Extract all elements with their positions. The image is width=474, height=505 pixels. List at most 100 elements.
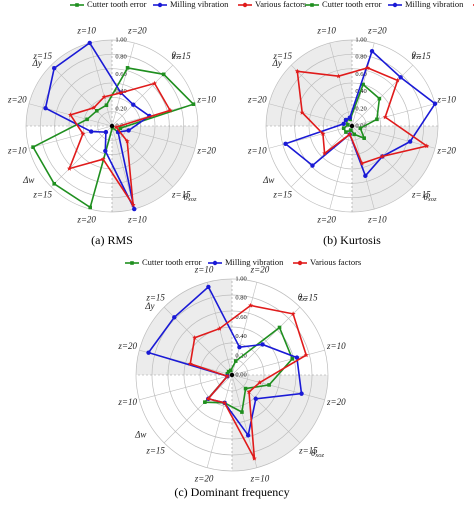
group-label: Δw — [22, 175, 34, 185]
radar-chart-3: 0.00 0.20 0.40 0.60 0.80 1.00 z=20 z=15 z=10 z=20… — [117, 257, 361, 499]
data-point — [294, 355, 300, 360]
data-point — [369, 49, 375, 54]
legend-label: Milling vibration — [170, 0, 229, 9]
axis-label: z=15 — [272, 189, 292, 199]
data-point — [347, 131, 353, 137]
grid-spoke — [139, 374, 233, 401]
data-point — [125, 66, 130, 70]
grid-circle — [135, 278, 329, 472]
grid-circle — [279, 53, 425, 199]
axis-label: z=10 — [316, 25, 336, 35]
axis-label: z=20 — [250, 265, 270, 275]
group-label: Δy — [144, 301, 154, 311]
data-point — [118, 90, 124, 95]
data-point — [407, 139, 413, 144]
data-point — [172, 315, 177, 320]
data-point — [124, 138, 130, 144]
data-point — [379, 153, 385, 159]
data-point — [341, 126, 346, 131]
data-point — [375, 117, 379, 122]
data-point — [80, 131, 86, 136]
data-point — [424, 143, 430, 149]
group-label: Δy — [31, 58, 41, 68]
data-point — [100, 156, 106, 162]
data-point — [365, 65, 371, 70]
grid-circle — [308, 82, 396, 170]
axis-label: z=10 — [194, 265, 214, 275]
group-label: θxz — [172, 50, 182, 61]
grid-spoke — [290, 125, 353, 188]
data-point — [257, 379, 263, 385]
data-point — [126, 128, 131, 133]
data-point — [43, 105, 48, 111]
data-point — [294, 68, 300, 74]
data-point — [243, 386, 248, 391]
data-point — [398, 75, 403, 80]
radial-tick-label: 0.20 — [115, 105, 126, 112]
data-point — [101, 94, 107, 99]
data-point — [152, 80, 157, 86]
grid-spoke — [351, 125, 436, 149]
center-point — [229, 372, 235, 378]
radial-tick-label: 1.00 — [355, 36, 366, 43]
data-point — [299, 391, 304, 396]
legend-label: Various factors — [255, 0, 306, 9]
group-label: θxoz — [311, 448, 325, 459]
data-point — [203, 400, 207, 404]
axis-label: z=15 — [298, 293, 318, 303]
axis-label: z=10 — [7, 145, 27, 155]
axis-label: z=15 — [32, 51, 52, 61]
grid-spoke — [231, 374, 325, 401]
grid-spoke — [329, 42, 353, 127]
group-label: θxoz — [183, 192, 197, 203]
data-point — [67, 166, 72, 171]
group-label: θxz — [412, 50, 422, 61]
data-point — [103, 148, 108, 154]
legend-marker — [242, 2, 248, 8]
axis-label: z=20 — [326, 397, 346, 407]
data-point — [290, 357, 295, 361]
axis-label: z=10 — [76, 25, 96, 35]
axis-label: z=10 — [196, 95, 216, 105]
data-point — [191, 102, 196, 106]
grid-spoke — [351, 103, 436, 127]
data-point — [233, 359, 238, 363]
grid-spoke — [268, 125, 353, 149]
axis-label: z=10 — [117, 397, 137, 407]
axis-label: z=15 — [32, 189, 52, 199]
grid-spoke — [329, 125, 353, 210]
data-point — [336, 73, 342, 79]
radial-tick-label: 0.00 — [355, 122, 366, 129]
radial-tick-label: 0.20 — [355, 105, 366, 112]
data-point — [341, 121, 346, 126]
data-point — [362, 136, 366, 140]
data-point — [299, 110, 305, 115]
axis-label: z=15 — [145, 445, 165, 455]
radial-tick-label: 0.80 — [115, 54, 126, 61]
data-point — [432, 101, 438, 106]
data-point — [349, 128, 353, 132]
data-point — [222, 400, 227, 405]
grid-spoke — [351, 64, 414, 127]
axis-label: z=15 — [145, 293, 165, 303]
axis-label: z=20 — [247, 95, 267, 105]
chart-caption: (c) Dominant frequency — [174, 485, 289, 499]
center-point — [349, 123, 355, 129]
legend-label: Milling vibration — [405, 0, 464, 9]
grid-circle — [39, 53, 185, 199]
data-point — [359, 160, 365, 166]
group-label: Δy — [271, 58, 281, 68]
axis-label: z=15 — [411, 51, 431, 61]
chart-caption: (a) RMS — [91, 233, 133, 247]
data-point — [253, 396, 258, 401]
data-point — [240, 410, 244, 414]
axis-label: z=20 — [117, 341, 137, 351]
grid-spoke — [268, 103, 353, 127]
axis-label: z=10 — [127, 215, 147, 225]
axis-label: z=15 — [411, 189, 431, 199]
grid-spoke — [111, 125, 196, 149]
data-point — [346, 123, 350, 127]
data-point — [246, 389, 252, 395]
